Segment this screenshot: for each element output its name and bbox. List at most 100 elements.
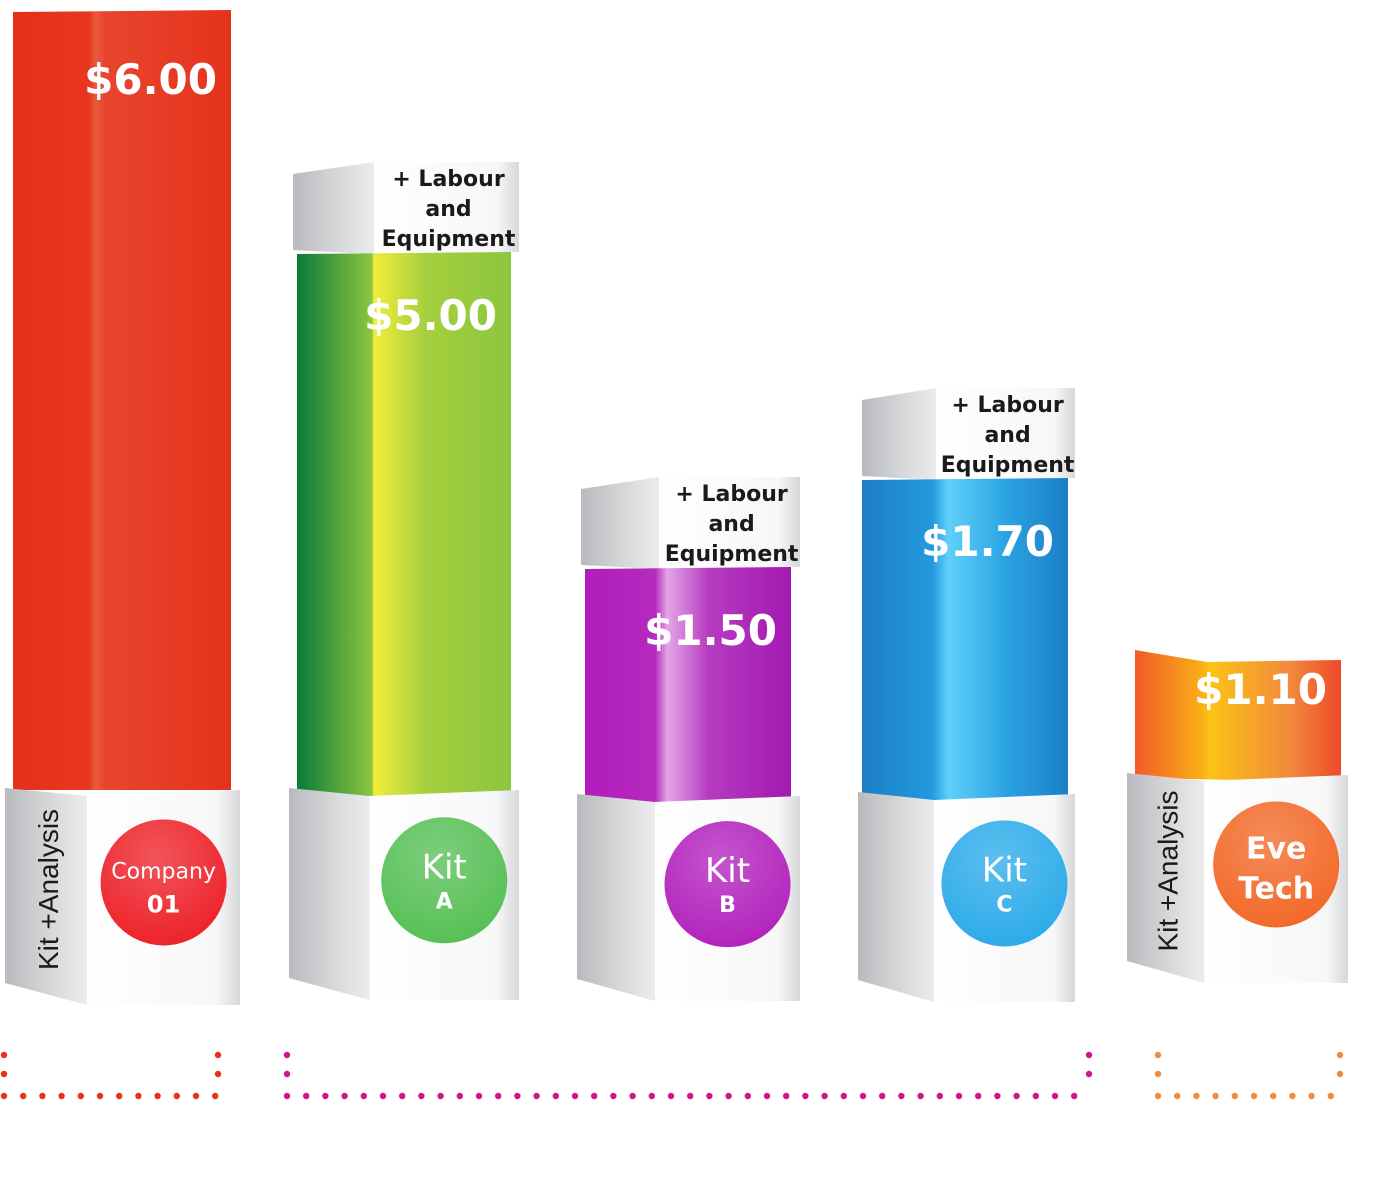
base-box-left xyxy=(577,794,656,1001)
bracket-dot xyxy=(0,1092,8,1100)
bracket-dot xyxy=(418,1092,425,1100)
bracket-dot xyxy=(379,1092,387,1100)
extra-note-line: Equipment xyxy=(382,227,516,252)
bar xyxy=(1135,650,1341,782)
group-bracket-1 xyxy=(283,1051,1093,1100)
bracket-dot xyxy=(1289,1092,1296,1100)
extra-note-line: Equipment xyxy=(665,542,799,567)
bracket-dot xyxy=(77,1092,85,1100)
bracket-dot xyxy=(917,1092,924,1100)
group-bracket-2 xyxy=(1154,1051,1344,1100)
bracket-dot xyxy=(571,1092,579,1100)
bar xyxy=(862,478,1068,800)
bracket-dot xyxy=(475,1092,483,1100)
base-box-left xyxy=(1127,773,1205,983)
bracket-dot xyxy=(783,1092,790,1100)
bracket-dot xyxy=(1154,1051,1162,1059)
bracket-dot xyxy=(1250,1092,1258,1100)
bar-group-4: $1.10 Kit +Analysis Eve Tech xyxy=(1127,650,1348,983)
extra-cap xyxy=(659,477,800,567)
bracket-dot xyxy=(341,1092,348,1100)
bracket-dot xyxy=(514,1092,521,1100)
bracket-dot xyxy=(955,1092,963,1100)
bracket-dot xyxy=(1212,1092,1219,1100)
bar xyxy=(13,10,231,790)
extra-cap-left xyxy=(293,162,375,254)
bracket-dot xyxy=(173,1092,180,1100)
bracket-dot xyxy=(154,1092,161,1100)
bracket-dot xyxy=(360,1092,367,1100)
bracket-dot xyxy=(1336,1051,1344,1059)
extra-cap xyxy=(936,388,1075,478)
bracket-dot xyxy=(283,1092,291,1100)
bracket-dot xyxy=(1085,1070,1093,1078)
bracket-dot xyxy=(1085,1051,1093,1059)
bracket-dot xyxy=(859,1092,867,1100)
bracket-dot xyxy=(399,1092,406,1100)
side-label: Kit +Analysis xyxy=(1153,790,1184,951)
bracket-dot xyxy=(1032,1092,1040,1100)
side-label: Kit +Analysis xyxy=(33,809,64,970)
bracket-dot xyxy=(591,1092,598,1100)
category-circle-shine xyxy=(1213,801,1340,928)
bracket-dot xyxy=(1308,1092,1315,1100)
bracket-dot xyxy=(744,1092,751,1100)
bracket-dot xyxy=(629,1092,636,1100)
bracket-dot xyxy=(840,1092,847,1100)
bracket-dot xyxy=(135,1092,142,1100)
base-box-left xyxy=(858,792,934,1002)
bracket-dot xyxy=(20,1092,27,1100)
bracket-dot xyxy=(58,1092,65,1100)
base-box-left xyxy=(289,788,370,1000)
bracket-dot xyxy=(495,1092,502,1100)
extra-note-line: and xyxy=(425,197,471,222)
base-box-left xyxy=(5,788,88,1005)
extra-note-line: and xyxy=(984,423,1030,448)
bar xyxy=(585,567,791,802)
bracket-dot xyxy=(116,1092,123,1100)
bracket-dot xyxy=(763,1092,771,1100)
extra-note-line: + Labour xyxy=(392,167,504,192)
category-label-line2: C xyxy=(996,892,1012,917)
data-label: $1.70 xyxy=(921,517,1054,566)
bracket-dot xyxy=(39,1092,46,1100)
extra-note-line: + Labour xyxy=(951,393,1063,418)
category-label-line2: 01 xyxy=(147,890,180,918)
bracket-dot xyxy=(879,1092,886,1100)
bar-group-0: $6.00 Kit +Analysis Company 01 xyxy=(5,10,240,1005)
bracket-dot xyxy=(1231,1092,1239,1100)
category-label-line2: B xyxy=(719,893,736,918)
bracket-dot xyxy=(0,1051,8,1059)
bracket-dot xyxy=(802,1092,809,1100)
category-label-line1: Kit xyxy=(705,851,750,891)
bracket-dot xyxy=(610,1092,617,1100)
extra-cap-left xyxy=(862,388,937,480)
bracket-dot xyxy=(322,1092,329,1100)
category-label-line1: Company xyxy=(111,859,216,884)
bracket-dot xyxy=(1071,1092,1078,1100)
bracket-dot xyxy=(687,1092,694,1100)
data-label: $6.00 xyxy=(84,55,217,104)
bracket-dot xyxy=(0,1070,8,1078)
category-label-line1: Eve xyxy=(1246,831,1306,866)
extra-note-line: and xyxy=(708,512,754,537)
bracket-dot xyxy=(1193,1092,1200,1100)
extra-cap-left xyxy=(581,477,660,569)
bracket-dot xyxy=(1051,1092,1059,1100)
category-label-line2: A xyxy=(436,889,453,914)
bracket-dot xyxy=(303,1092,310,1100)
data-label: $5.00 xyxy=(364,291,497,340)
bracket-dot xyxy=(1154,1092,1162,1100)
bracket-dot xyxy=(456,1092,463,1100)
bracket-dot xyxy=(214,1070,222,1078)
category-circle-shine xyxy=(381,817,508,944)
category-circle-shine xyxy=(664,821,791,948)
bracket-dot xyxy=(1013,1092,1020,1100)
bracket-dot xyxy=(552,1092,559,1100)
bracket-dot xyxy=(283,1051,291,1059)
bracket-dot xyxy=(975,1092,982,1100)
bracket-dot xyxy=(648,1092,655,1100)
bracket-dot xyxy=(437,1092,444,1100)
bracket-dot xyxy=(96,1092,104,1100)
